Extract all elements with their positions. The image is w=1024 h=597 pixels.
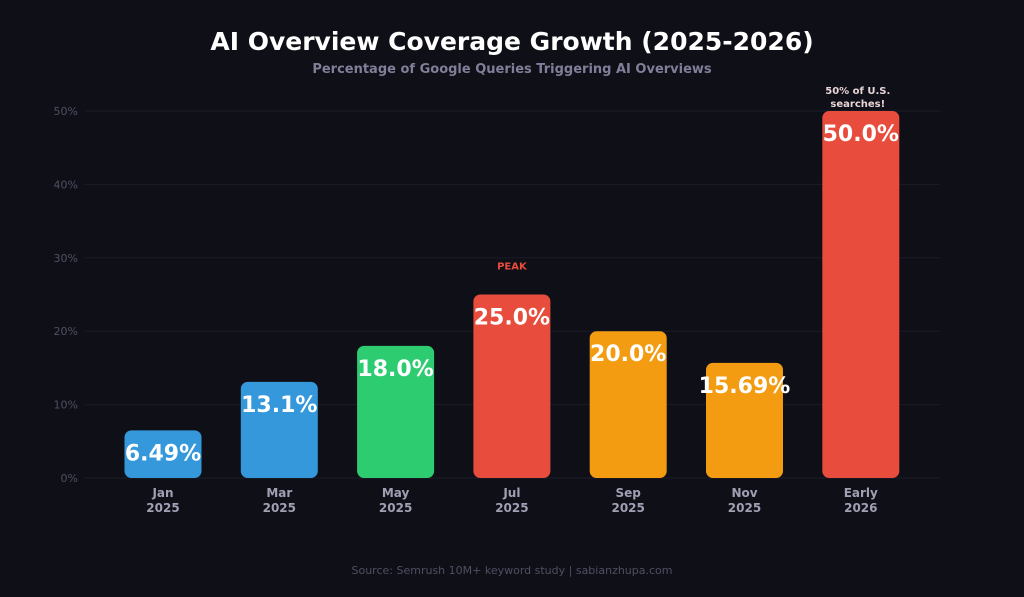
bar-value-label: 50.0%: [823, 122, 899, 147]
x-tick-label: 2025: [379, 501, 412, 515]
chart-title: AI Overview Coverage Growth (2025-2026): [210, 27, 813, 56]
x-tick-label: 2025: [495, 501, 528, 515]
bar: [706, 362, 783, 478]
x-tick-label: 2025: [611, 501, 644, 515]
bar: [473, 294, 551, 478]
x-tick-label: Jan: [151, 486, 173, 500]
peak-annotation: PEAK: [497, 262, 528, 273]
x-tick-label: Early: [844, 486, 878, 500]
x-tick-label: Nov: [731, 486, 757, 500]
bar-value-label: 18.0%: [357, 357, 433, 382]
bar-value-label: 25.0%: [474, 306, 550, 331]
y-tick-label: 20%: [54, 325, 78, 338]
chart-subtitle: Percentage of Google Queries Triggering …: [312, 62, 712, 77]
x-tick-label: 2026: [844, 501, 877, 515]
bar: [589, 331, 667, 478]
y-tick-label: 30%: [54, 252, 78, 265]
bar-value-label: 15.69%: [699, 374, 791, 399]
bar: [357, 345, 435, 478]
x-tick-label: 2025: [728, 501, 761, 515]
y-tick-label: 10%: [54, 399, 78, 412]
bar: [822, 111, 900, 478]
y-tick-label: 0%: [61, 472, 78, 485]
x-tick-label: Mar: [266, 486, 292, 500]
callout-annotation: 50% of U.S.: [825, 86, 890, 97]
x-tick-label: May: [382, 486, 410, 500]
x-tick-label: Jul: [502, 486, 520, 500]
bar: [240, 381, 318, 478]
x-tick-label: 2025: [146, 501, 179, 515]
x-tick-label: 2025: [263, 501, 296, 515]
bar: [124, 430, 202, 478]
bar-value-label: 20.0%: [590, 342, 666, 367]
bar-value-label: 13.1%: [241, 393, 317, 418]
y-tick-label: 50%: [54, 105, 78, 118]
callout-annotation: searches!: [830, 99, 885, 110]
bar-value-label: 6.49%: [125, 441, 201, 466]
x-tick-label: Sep: [616, 486, 642, 500]
y-tick-label: 40%: [54, 178, 78, 191]
source-note: Source: Semrush 10M+ keyword study | sab…: [352, 564, 673, 577]
